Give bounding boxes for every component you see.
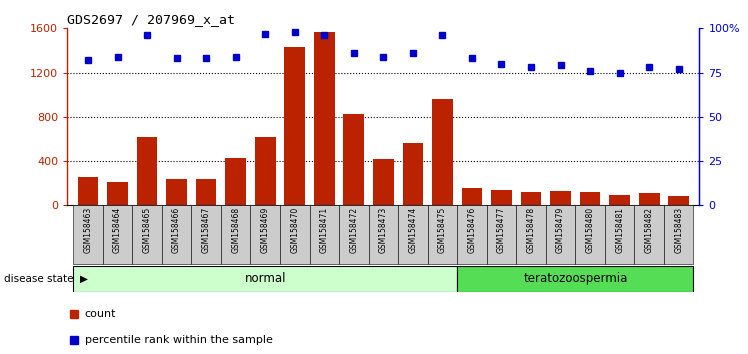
Bar: [551, 191, 571, 205]
Bar: [369, 205, 398, 264]
Bar: [339, 205, 369, 264]
Text: GDS2697 / 207969_x_at: GDS2697 / 207969_x_at: [67, 13, 236, 26]
Bar: [343, 114, 364, 205]
Bar: [491, 190, 512, 205]
Bar: [166, 179, 187, 205]
Text: GSM158478: GSM158478: [527, 207, 536, 253]
Bar: [251, 205, 280, 264]
Bar: [428, 205, 457, 264]
Text: GSM158468: GSM158468: [231, 207, 240, 253]
Bar: [398, 205, 428, 264]
Text: percentile rank within the sample: percentile rank within the sample: [85, 335, 272, 345]
Bar: [457, 205, 487, 264]
Text: GSM158466: GSM158466: [172, 207, 181, 253]
Bar: [521, 192, 542, 205]
Text: GSM158474: GSM158474: [408, 207, 417, 253]
Bar: [225, 158, 246, 205]
Bar: [132, 205, 162, 264]
Bar: [575, 205, 605, 264]
Bar: [664, 205, 693, 264]
Bar: [73, 266, 457, 292]
Bar: [516, 205, 546, 264]
Text: GSM158475: GSM158475: [438, 207, 447, 253]
Bar: [669, 196, 689, 205]
Bar: [457, 266, 693, 292]
Text: GSM158471: GSM158471: [320, 207, 329, 253]
Bar: [639, 193, 660, 205]
Text: GSM158477: GSM158477: [497, 207, 506, 253]
Bar: [314, 32, 334, 205]
Bar: [221, 205, 251, 264]
Bar: [432, 99, 453, 205]
Bar: [402, 143, 423, 205]
Bar: [107, 182, 128, 205]
Bar: [162, 205, 191, 264]
Bar: [255, 137, 275, 205]
Text: count: count: [85, 309, 116, 319]
Bar: [137, 137, 157, 205]
Text: normal: normal: [245, 272, 286, 285]
Bar: [546, 205, 575, 264]
Bar: [605, 205, 634, 264]
Text: GSM158483: GSM158483: [674, 207, 683, 253]
Text: GSM158482: GSM158482: [645, 207, 654, 253]
Text: GSM158467: GSM158467: [202, 207, 211, 253]
Text: GSM158463: GSM158463: [84, 207, 93, 253]
Bar: [191, 205, 221, 264]
Bar: [610, 195, 630, 205]
Text: disease state  ▶: disease state ▶: [4, 274, 88, 284]
Bar: [310, 205, 339, 264]
Bar: [462, 188, 482, 205]
Text: GSM158470: GSM158470: [290, 207, 299, 253]
Bar: [580, 192, 601, 205]
Bar: [284, 47, 305, 205]
Text: GSM158465: GSM158465: [143, 207, 152, 253]
Bar: [634, 205, 664, 264]
Text: GSM158479: GSM158479: [556, 207, 565, 253]
Bar: [78, 177, 98, 205]
Bar: [487, 205, 516, 264]
Text: GSM158481: GSM158481: [615, 207, 624, 253]
Bar: [102, 205, 132, 264]
Text: GSM158469: GSM158469: [261, 207, 270, 253]
Text: GSM158464: GSM158464: [113, 207, 122, 253]
Bar: [196, 179, 216, 205]
Text: GSM158480: GSM158480: [586, 207, 595, 253]
Text: GSM158472: GSM158472: [349, 207, 358, 253]
Text: GSM158476: GSM158476: [468, 207, 476, 253]
Text: GSM158473: GSM158473: [378, 207, 388, 253]
Bar: [373, 159, 393, 205]
Text: teratozoospermia: teratozoospermia: [523, 272, 628, 285]
Bar: [73, 205, 102, 264]
Bar: [280, 205, 310, 264]
